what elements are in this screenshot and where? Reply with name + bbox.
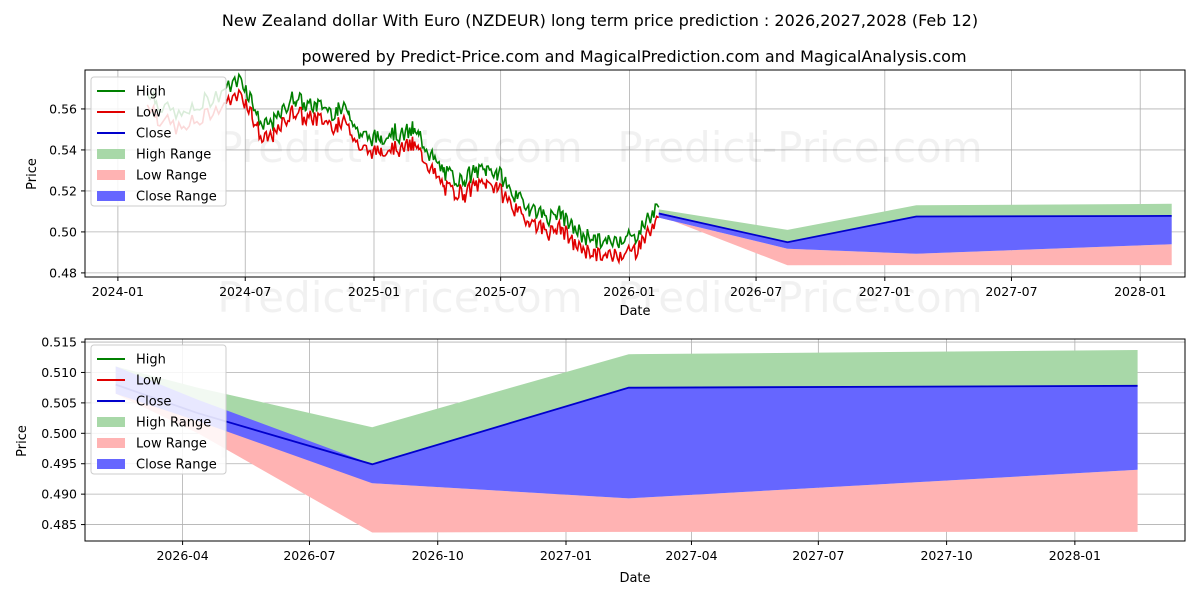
data-marks <box>115 350 1138 533</box>
axes-frame <box>84 338 1186 542</box>
low-range-band <box>115 387 1138 533</box>
y-tick-label: 0.54 <box>49 142 77 157</box>
watermark: Predict-Price.com <box>617 123 982 172</box>
x-axis-label: Date <box>619 304 650 319</box>
legend-label: Close Range <box>136 190 217 205</box>
watermark: Predict-Price.com <box>617 273 982 322</box>
x-tick-label: 2027-07 <box>792 548 844 563</box>
y-tick-label: 0.490 <box>41 487 77 502</box>
x-tick-label: 2027-07 <box>985 284 1037 299</box>
y-tick-label: 0.495 <box>41 456 77 471</box>
axes-frame <box>84 69 1186 278</box>
x-tick-label: 2025-07 <box>475 284 527 299</box>
axis-ticks: 2024-01 2024-07 2025-01 2025-07 2026-01 2026-… <box>49 101 1166 299</box>
close-forecast-line <box>658 212 1172 244</box>
legend-label: Close <box>136 127 171 142</box>
x-tick-label: 2026-01 <box>603 284 655 299</box>
legend-swatch <box>97 170 125 180</box>
legend-swatch <box>97 149 125 159</box>
legend-swatch <box>97 438 125 448</box>
x-tick-label: 2028-01 <box>1114 284 1166 299</box>
x-tick-label: 2026-10 <box>412 548 464 563</box>
x-tick-label: 2027-04 <box>665 548 717 563</box>
x-tick-label: 2027-01 <box>540 548 592 563</box>
legend-label: High <box>136 353 166 368</box>
legend-label: Close Range <box>136 458 217 473</box>
x-tick-label: 2026-07 <box>730 284 782 299</box>
legend-label: Close <box>136 395 171 410</box>
x-tick-label: 2027-10 <box>920 548 972 563</box>
y-tick-label: 0.485 <box>41 517 77 532</box>
chart-subtitle: powered by Predict-Price.com and Magical… <box>301 47 966 66</box>
y-tick-label: 0.505 <box>41 395 77 410</box>
high-history-line <box>240 77 660 250</box>
legend-label: High Range <box>136 148 211 163</box>
watermark: Predict-Price.com <box>217 273 582 322</box>
x-tick-label: 2025-01 <box>348 284 400 299</box>
low-history-line <box>240 92 660 265</box>
y-tick-label: 0.50 <box>49 224 77 239</box>
y-tick-label: 0.48 <box>49 265 77 280</box>
close-range-band <box>115 366 1138 499</box>
legend: High Low Close High Range Low Range Close Ran… <box>90 344 227 475</box>
y-tick-label: 0.500 <box>41 426 77 441</box>
y-tick-label: 0.56 <box>49 101 77 116</box>
axis-ticks: 2026-04 2026-07 2026-10 2027-01 2027-04 2027-… <box>41 335 1101 563</box>
y-axis-label: Price <box>15 425 30 457</box>
close-range-band <box>658 212 1172 254</box>
high-range-band <box>658 203 1172 243</box>
legend-label: High Range <box>136 416 211 431</box>
y-tick-label: 0.52 <box>49 183 77 198</box>
y-tick-label: 0.515 <box>41 335 77 350</box>
chart-title: New Zealand dollar With Euro (NZDEUR) lo… <box>222 11 978 30</box>
legend-label: Low <box>136 106 162 121</box>
y-tick-label: 0.510 <box>41 365 77 380</box>
low-range-band <box>658 215 1172 266</box>
x-tick-label: 2027-01 <box>859 284 911 299</box>
legend-label: High <box>136 85 166 100</box>
legend-label: Low <box>136 374 162 389</box>
x-axis-label: Date <box>619 571 650 586</box>
long-term-chart: Predict-Price.com Predict-Price.com Pred… <box>25 69 1186 322</box>
zoom-chart: Predict-Price.com Predict-Price.com 2026… <box>15 335 1186 586</box>
x-tick-label: 2026-04 <box>156 548 208 563</box>
legend-swatch <box>97 417 125 427</box>
x-tick-label: 2024-07 <box>219 284 271 299</box>
y-axis-label: Price <box>25 158 40 190</box>
x-tick-label: 2028-01 <box>1049 548 1101 563</box>
legend-swatch <box>97 191 125 201</box>
legend-label: Low Range <box>136 437 207 452</box>
x-tick-label: 2026-07 <box>283 548 335 563</box>
legend: High Low Close High Range Low Range Close Ran… <box>90 76 227 207</box>
legend-label: Low Range <box>136 169 207 184</box>
x-tick-label: 2024-01 <box>92 284 144 299</box>
legend-swatch <box>97 459 125 469</box>
data-marks <box>146 72 1172 266</box>
high-range-band <box>115 350 1138 464</box>
